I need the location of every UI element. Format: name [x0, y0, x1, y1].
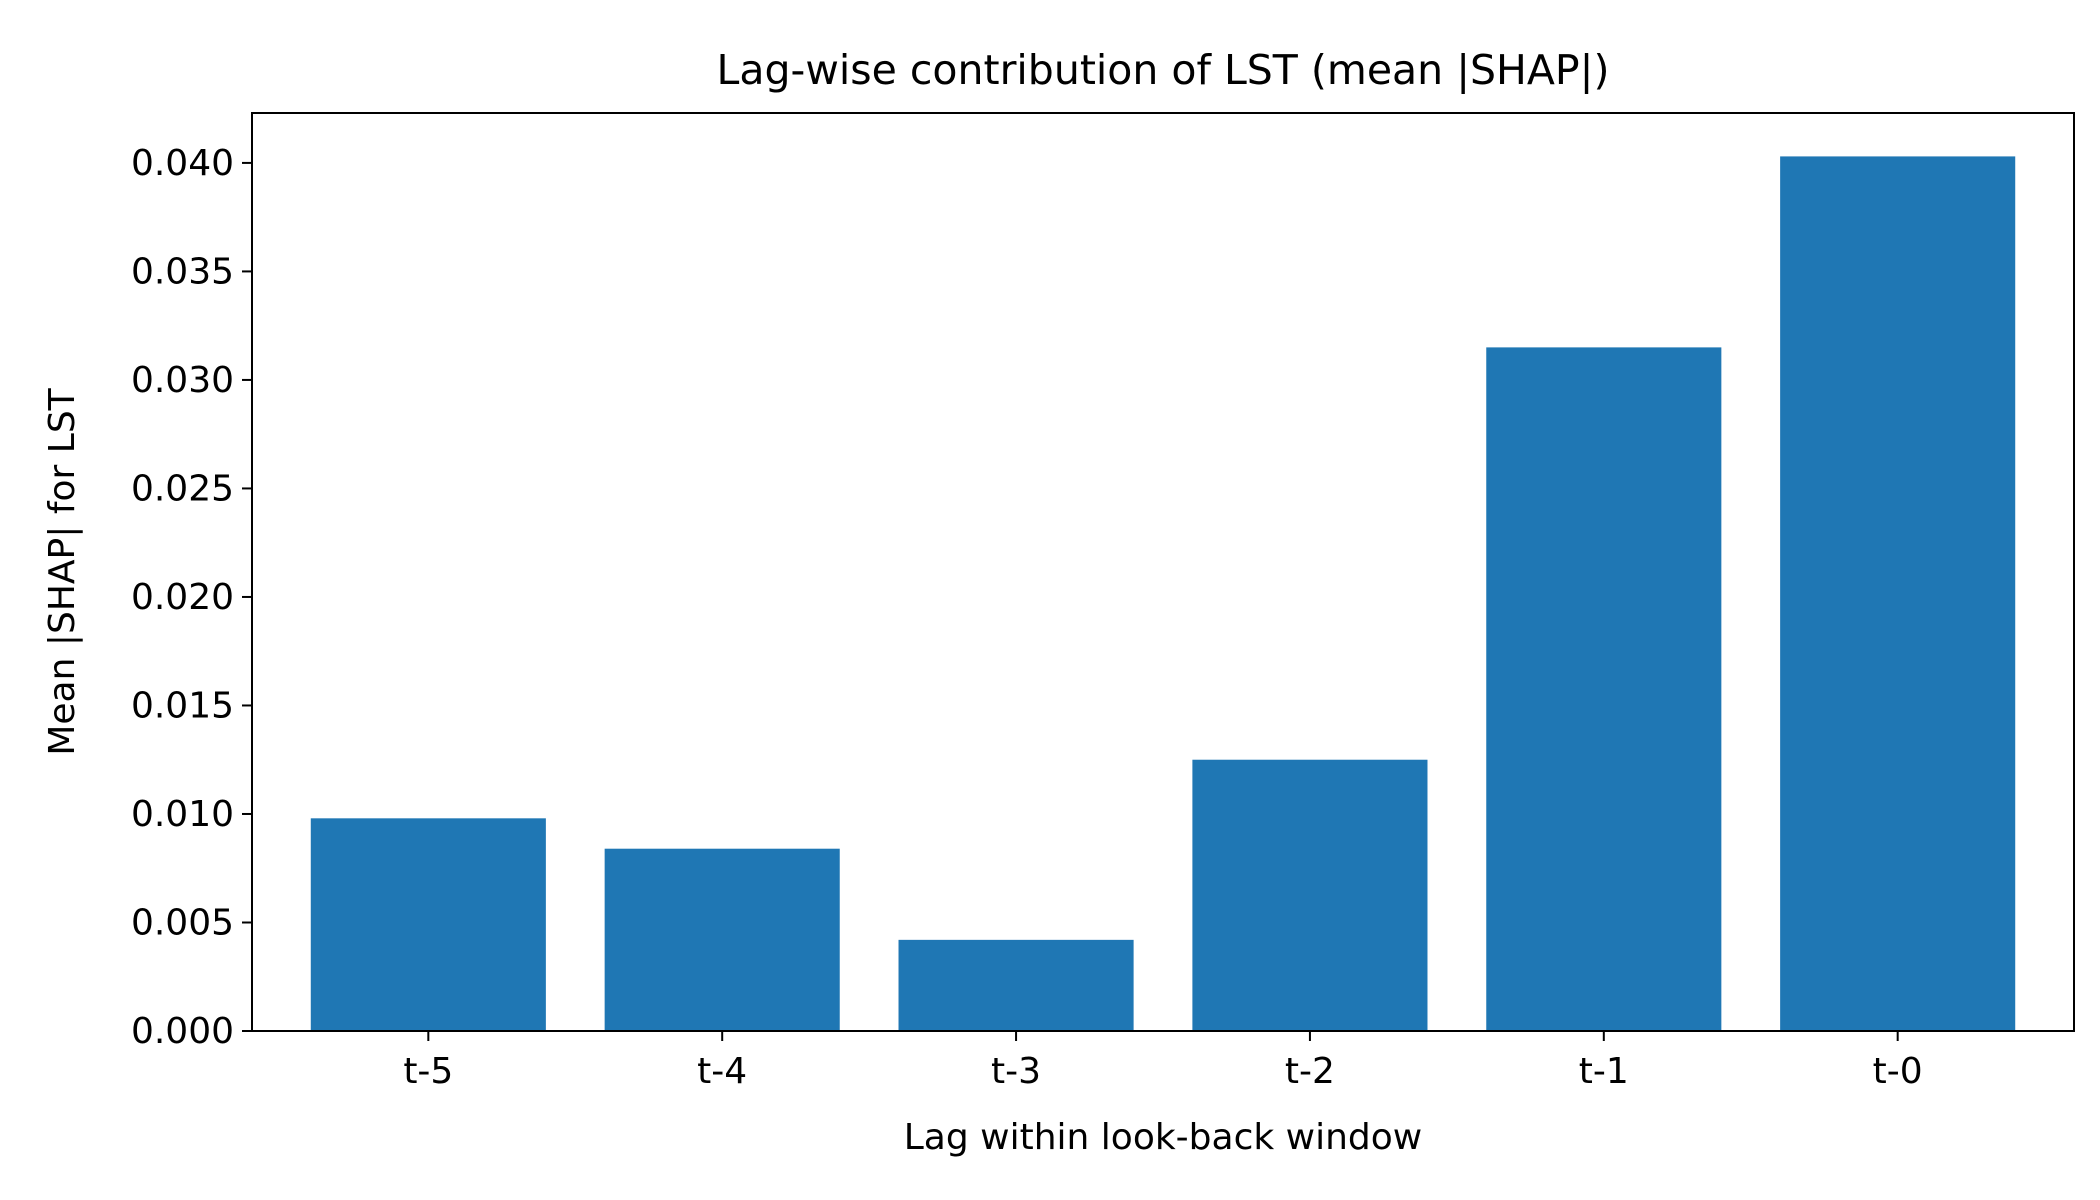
bar-t-1	[1486, 347, 1722, 1032]
y-tick-label: 0.010	[131, 794, 234, 835]
bar-t-0	[1780, 156, 2016, 1032]
bar-t-2	[1192, 759, 1428, 1031]
y-axis-label: Mean |SHAP| for LST	[42, 387, 83, 755]
x-tick-label: t-4	[697, 1051, 747, 1092]
x-axis-ticks: t-5 t-4 t-3 t-2 t-1 t-0	[403, 1031, 1923, 1092]
x-tick-label: t-3	[991, 1051, 1041, 1092]
y-tick-label: 0.035	[131, 251, 234, 292]
y-tick-label: 0.025	[131, 468, 234, 509]
y-tick-label: 0.015	[131, 685, 234, 726]
x-tick-label: t-1	[1579, 1051, 1629, 1092]
x-tick-label: t-2	[1285, 1051, 1335, 1092]
y-tick-label: 0.040	[131, 143, 234, 184]
x-axis-label: Lag within look-back window	[904, 1117, 1423, 1158]
y-tick-label: 0.000	[131, 1011, 234, 1052]
y-tick-label: 0.020	[131, 577, 234, 618]
chart-title: Lag-wise contribution of LST (mean |SHAP…	[717, 46, 1610, 94]
bar-t-5	[310, 818, 546, 1031]
y-axis-ticks: 0.000 0.005 0.010 0.015 0.020 0.025 0.030 0.035…	[131, 143, 252, 1052]
bar-t-4	[604, 848, 840, 1031]
y-tick-label: 0.005	[131, 902, 234, 943]
x-tick-label: t-0	[1873, 1051, 1923, 1092]
bar-t-3	[898, 939, 1134, 1031]
plot-frame	[251, 112, 2075, 1032]
y-tick-label: 0.030	[131, 360, 234, 401]
x-tick-label: t-5	[403, 1051, 453, 1092]
bars-group	[310, 156, 2016, 1032]
